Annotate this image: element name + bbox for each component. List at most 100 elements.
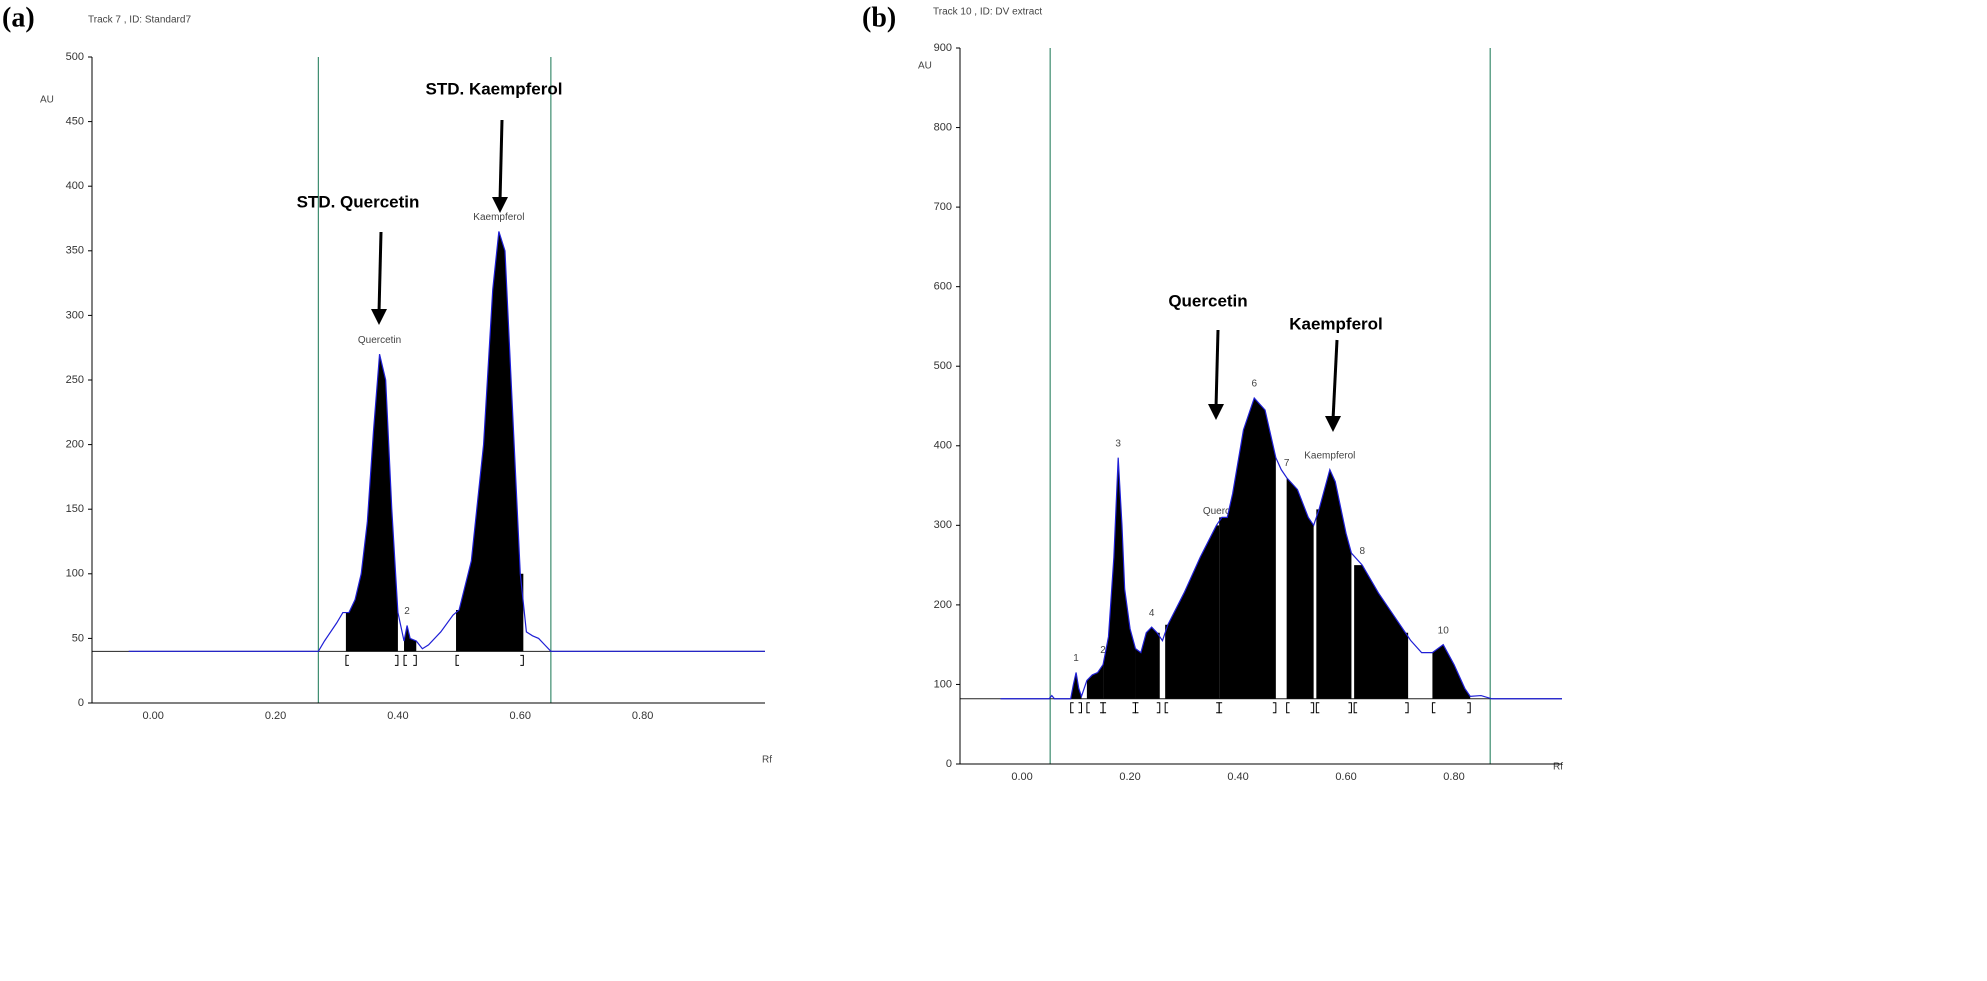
peak-area bbox=[456, 231, 524, 652]
peak-area bbox=[1432, 644, 1471, 699]
peak-label: Kaempferol bbox=[1304, 450, 1355, 461]
track-title: Track 10 , ID: DV extract bbox=[933, 7, 1042, 18]
y-tick-label: 0 bbox=[946, 758, 952, 770]
integration-start bbox=[1315, 702, 1320, 714]
y-tick-label: 250 bbox=[66, 374, 84, 386]
annotation-arrowhead bbox=[371, 309, 387, 325]
integration-end bbox=[1272, 702, 1277, 714]
y-tick-label: 400 bbox=[934, 440, 952, 452]
y-tick-label: 200 bbox=[934, 599, 952, 611]
integration-start bbox=[1431, 702, 1436, 714]
annotation-arrow-shaft bbox=[377, 231, 383, 314]
peak-label: 8 bbox=[1359, 546, 1365, 557]
integration-end bbox=[394, 654, 399, 666]
peak-label: Kaempferol bbox=[473, 212, 524, 223]
peak-label: 2 bbox=[1100, 645, 1106, 656]
peak-area bbox=[1165, 525, 1220, 699]
x-tick-label: 0.40 bbox=[387, 710, 408, 722]
x-axis-label: Rf bbox=[762, 755, 772, 766]
integration-start bbox=[455, 654, 460, 666]
integration-start bbox=[1164, 702, 1169, 714]
x-tick-label: 0.80 bbox=[632, 710, 653, 722]
peak-area bbox=[345, 354, 398, 652]
peak-area bbox=[1286, 477, 1314, 699]
integration-start bbox=[345, 654, 349, 666]
integration-start bbox=[1218, 702, 1223, 714]
y-tick-label: 150 bbox=[66, 503, 84, 515]
annotation: STD. Kaempferol bbox=[426, 79, 563, 98]
annotation-arrow-shaft bbox=[1214, 329, 1220, 409]
annotation-arrow-shaft bbox=[1331, 339, 1339, 421]
annotation-arrowhead bbox=[1325, 416, 1341, 432]
x-axis-label: Rf bbox=[1553, 762, 1563, 773]
y-axis-label: AU bbox=[918, 61, 932, 72]
x-tick-label: 0.60 bbox=[510, 710, 531, 722]
track-title: Track 7 , ID: Standard7 bbox=[88, 15, 191, 26]
integration-start bbox=[1353, 702, 1358, 714]
x-tick-label: 0.60 bbox=[1335, 771, 1356, 783]
annotation-arrow-shaft bbox=[498, 119, 504, 202]
integration-end bbox=[1405, 702, 1409, 714]
y-tick-label: 500 bbox=[934, 360, 952, 372]
peak-label: Quercetin bbox=[358, 335, 401, 346]
peak-area bbox=[1135, 627, 1160, 699]
y-tick-label: 50 bbox=[72, 632, 84, 644]
y-tick-label: 300 bbox=[66, 309, 84, 321]
integration-end bbox=[1348, 702, 1352, 714]
peak-area bbox=[1086, 664, 1104, 699]
peak-label: 10 bbox=[1438, 625, 1450, 636]
integration-start bbox=[1070, 702, 1074, 714]
integration-start bbox=[1134, 702, 1139, 714]
peak-label: Querc bbox=[1203, 506, 1230, 517]
y-tick-label: 100 bbox=[66, 568, 84, 580]
y-tick-label: 800 bbox=[934, 121, 952, 133]
annotation: Kaempferol bbox=[1289, 314, 1383, 333]
peak-area bbox=[1103, 457, 1136, 699]
panel-label: (b) bbox=[862, 2, 896, 33]
x-tick-label: 0.00 bbox=[1011, 771, 1032, 783]
x-tick-label: 0.20 bbox=[265, 710, 286, 722]
densitogram-line bbox=[1000, 396, 1562, 700]
peak-area bbox=[1316, 469, 1352, 699]
y-axis-label: AU bbox=[40, 95, 54, 106]
peak-label: 4 bbox=[1149, 608, 1155, 619]
y-tick-label: 200 bbox=[66, 439, 84, 451]
integration-start bbox=[1086, 702, 1090, 714]
y-tick-label: 450 bbox=[66, 116, 84, 128]
y-tick-label: 900 bbox=[934, 42, 952, 54]
y-tick-label: 300 bbox=[934, 519, 952, 531]
y-tick-label: 500 bbox=[66, 51, 84, 63]
peak-label: 6 bbox=[1251, 379, 1257, 390]
integration-start bbox=[1286, 702, 1290, 714]
integration-start bbox=[403, 654, 408, 666]
x-tick-label: 0.40 bbox=[1227, 771, 1248, 783]
y-tick-label: 400 bbox=[66, 180, 84, 192]
integration-end bbox=[413, 654, 417, 666]
integration-end bbox=[1310, 702, 1315, 714]
integration-end bbox=[520, 654, 524, 666]
x-tick-label: 0.20 bbox=[1119, 771, 1140, 783]
densitogram-line bbox=[128, 231, 765, 652]
panel-label: (a) bbox=[2, 2, 35, 33]
peak-area bbox=[1354, 565, 1409, 699]
x-tick-label: 0.00 bbox=[142, 710, 163, 722]
y-tick-label: 0 bbox=[78, 697, 84, 709]
integration-end bbox=[1078, 702, 1082, 714]
y-tick-label: 700 bbox=[934, 201, 952, 213]
annotation-arrowhead bbox=[1208, 404, 1224, 420]
peak-label: 7 bbox=[1284, 458, 1290, 469]
peak-label: 1 bbox=[1073, 653, 1079, 664]
annotation: Quercetin bbox=[1168, 291, 1247, 310]
peak-label: 2 bbox=[404, 606, 410, 617]
y-tick-label: 100 bbox=[934, 678, 952, 690]
y-tick-label: 350 bbox=[66, 245, 84, 257]
integration-start bbox=[1102, 702, 1107, 714]
integration-end bbox=[1156, 702, 1161, 714]
y-tick-label: 600 bbox=[934, 281, 952, 293]
annotation: STD. Quercetin bbox=[297, 192, 420, 211]
peak-area bbox=[1219, 398, 1276, 699]
peak-area bbox=[1070, 672, 1082, 699]
integration-end bbox=[1467, 702, 1471, 714]
x-tick-label: 0.80 bbox=[1443, 771, 1464, 783]
